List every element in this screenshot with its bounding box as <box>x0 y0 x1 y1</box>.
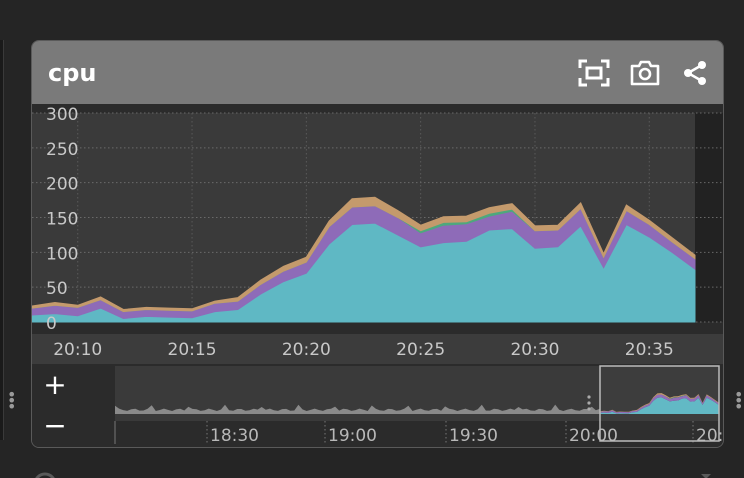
navigator-tick-label: 18:30 <box>210 426 259 446</box>
fullscreen-icon[interactable] <box>578 59 610 87</box>
navigator-selection[interactable] <box>599 365 720 442</box>
cpu-chart[interactable]: 0 50 100 150 200 250 300 20:10 20:15 20:20 20:25 2… <box>32 104 723 364</box>
left-resize-handle[interactable]: • • • <box>7 385 17 416</box>
next-panel-peek <box>35 472 711 478</box>
navigator-tick-label: 19:30 <box>449 426 498 446</box>
y-tick-label: 300 <box>46 105 78 125</box>
right-resize-handle[interactable]: • • • <box>734 385 744 416</box>
cpu-panel: cpu <box>31 40 724 448</box>
navigator-series-3 <box>600 393 719 413</box>
x-tick-label: 20:25 <box>396 340 445 360</box>
zoom-out-button[interactable]: − <box>43 409 67 442</box>
navigator-history-area <box>115 404 600 414</box>
y-tick-label: 250 <box>46 140 78 160</box>
y-tick-label: 200 <box>46 175 78 195</box>
share-icon[interactable] <box>680 59 712 87</box>
y-tick-label: 50 <box>46 279 68 299</box>
chevron-down-icon[interactable] <box>701 474 711 478</box>
x-tick-label: 20:35 <box>625 340 674 360</box>
navigator-series-1 <box>600 394 719 414</box>
next-panel-icon <box>35 472 55 478</box>
camera-icon[interactable] <box>629 59 661 87</box>
y-tick-label: 150 <box>46 210 78 230</box>
x-tick-label: 20:15 <box>168 340 217 360</box>
zoom-in-button[interactable]: + <box>43 368 67 401</box>
panel-title: cpu <box>48 59 97 87</box>
area-series-3[interactable] <box>32 196 696 313</box>
panel-header: cpu <box>32 41 723 104</box>
left-panel-edge <box>0 40 4 440</box>
y-tick-label: 100 <box>46 244 78 264</box>
x-tick-label: 20:30 <box>510 340 559 360</box>
cpu-chart-svg: 0 50 100 150 200 250 300 20:10 20:15 20:20 20:25 2… <box>32 105 723 364</box>
navigator-series-0 <box>600 397 719 414</box>
x-tick-label: 20:20 <box>282 340 331 360</box>
x-axis-bar <box>32 334 723 364</box>
navigator-handle[interactable] <box>587 395 591 411</box>
navigator-tick-label: 19:00 <box>328 426 377 446</box>
x-tick-label: 20:10 <box>53 340 102 360</box>
y-tick-label: 0 <box>46 314 57 334</box>
